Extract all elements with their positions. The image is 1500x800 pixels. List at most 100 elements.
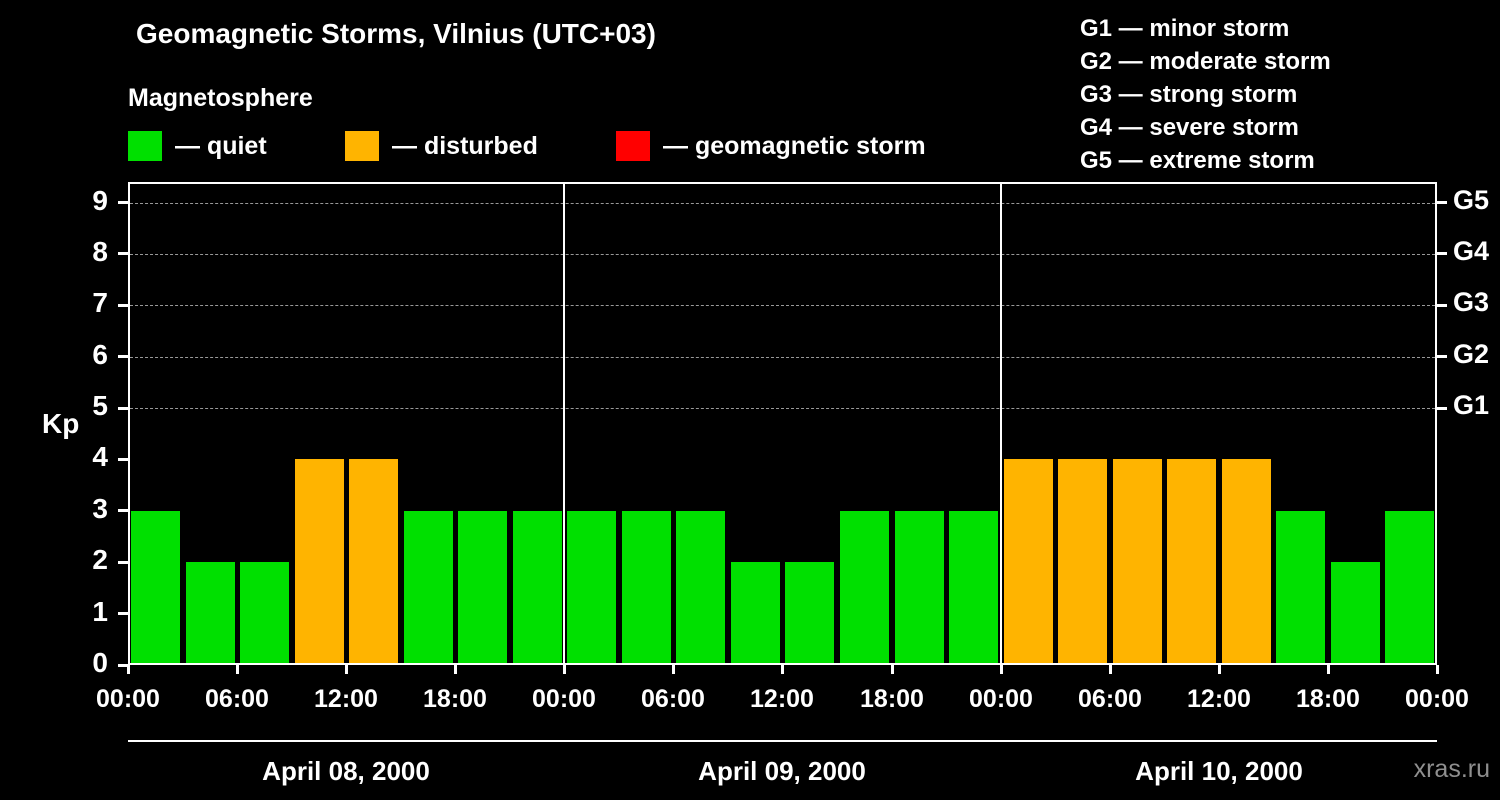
gridline bbox=[130, 305, 1435, 306]
legend-label-quiet: — quiet bbox=[175, 131, 267, 160]
kp-bar bbox=[295, 459, 344, 663]
y-axis-tick-label: 8 bbox=[92, 236, 108, 267]
x-axis-tick bbox=[672, 665, 675, 674]
y-axis-tick bbox=[118, 458, 128, 461]
day-separator bbox=[563, 182, 565, 665]
kp-bar bbox=[1385, 511, 1434, 663]
disturbed-swatch bbox=[345, 131, 379, 161]
x-axis-tick-label: 00:00 bbox=[96, 685, 160, 713]
kp-bar bbox=[949, 511, 998, 663]
chart-title: Geomagnetic Storms, Vilnius (UTC+03) bbox=[136, 18, 656, 49]
kp-bar bbox=[458, 511, 507, 663]
kp-bar bbox=[567, 511, 616, 663]
y-axis-tick-label: 7 bbox=[92, 287, 108, 318]
gridline bbox=[130, 357, 1435, 358]
kp-bar bbox=[1004, 459, 1053, 663]
kp-bar bbox=[1167, 459, 1216, 663]
y-axis-tick-label: 4 bbox=[92, 441, 108, 472]
x-axis-tick bbox=[563, 665, 566, 674]
x-axis-tick bbox=[1000, 665, 1003, 674]
y-axis-tick bbox=[118, 612, 128, 615]
x-axis-tick bbox=[1218, 665, 1221, 674]
kp-bar bbox=[676, 511, 725, 663]
x-axis-tick-label: 12:00 bbox=[1187, 685, 1251, 713]
storm-scale-g2: G2 — moderate storm bbox=[1080, 48, 1331, 75]
x-axis-tick bbox=[891, 665, 894, 674]
y-axis-tick-label: 9 bbox=[92, 185, 108, 216]
storm-scale-g1: G1 — minor storm bbox=[1080, 15, 1290, 42]
magnetosphere-subtitle: Magnetosphere bbox=[128, 84, 313, 112]
legend-label-geomagnetic-storm: — geomagnetic storm bbox=[663, 131, 926, 160]
gridline bbox=[130, 408, 1435, 409]
g-axis-tick-label: G2 bbox=[1453, 339, 1490, 369]
y-axis-tick bbox=[118, 252, 128, 255]
y-axis-tick bbox=[118, 664, 128, 667]
kp-bar bbox=[240, 562, 289, 663]
storm-scale-legend: G1 — minor storm G2 — moderate storm G3 … bbox=[1080, 12, 1331, 177]
g-axis-tick bbox=[1437, 355, 1447, 358]
legend-item-geomagnetic-storm: — geomagnetic storm bbox=[616, 130, 926, 162]
x-axis-tick-label: 18:00 bbox=[423, 685, 487, 713]
x-axis-tick bbox=[454, 665, 457, 674]
kp-bar bbox=[1058, 459, 1107, 663]
y-axis-tick bbox=[118, 201, 128, 204]
x-axis-tick bbox=[781, 665, 784, 674]
kp-bar bbox=[895, 511, 944, 663]
y-axis-tick bbox=[118, 509, 128, 512]
y-axis-title: Kp bbox=[42, 408, 80, 439]
y-axis-tick bbox=[118, 355, 128, 358]
y-axis-tick-label: 3 bbox=[92, 493, 108, 524]
x-axis-tick-label: 00:00 bbox=[1405, 685, 1469, 713]
storm-scale-g5: G5 — extreme storm bbox=[1080, 147, 1315, 174]
g-axis-tick-label: G5 bbox=[1453, 185, 1490, 215]
date-label: April 10, 2000 bbox=[1135, 756, 1303, 786]
y-axis-tick bbox=[118, 304, 128, 307]
kp-bar bbox=[731, 562, 780, 663]
kp-bar bbox=[1276, 511, 1325, 663]
plot-border bbox=[128, 182, 1437, 665]
date-label: April 09, 2000 bbox=[698, 756, 866, 786]
x-axis-tick-label: 06:00 bbox=[1078, 685, 1142, 713]
kp-bar bbox=[186, 562, 235, 663]
y-axis-tick-label: 6 bbox=[92, 339, 108, 370]
x-axis-tick-label: 12:00 bbox=[750, 685, 814, 713]
x-axis-tick-label: 06:00 bbox=[641, 685, 705, 713]
g-axis-tick-label: G1 bbox=[1453, 390, 1490, 420]
kp-bar bbox=[131, 511, 180, 663]
x-axis-tick-label: 12:00 bbox=[314, 685, 378, 713]
legend-item-quiet: — quiet bbox=[128, 130, 267, 162]
x-axis-tick bbox=[236, 665, 239, 674]
x-axis-tick-label: 18:00 bbox=[1296, 685, 1360, 713]
quiet-swatch bbox=[128, 131, 162, 161]
storm-scale-g3: G3 — strong storm bbox=[1080, 81, 1298, 108]
g-axis-tick bbox=[1437, 304, 1447, 307]
y-axis-tick-label: 2 bbox=[92, 544, 108, 575]
x-axis-tick bbox=[1436, 665, 1439, 674]
g-axis-tick-label: G4 bbox=[1453, 236, 1490, 266]
kp-bar bbox=[622, 511, 671, 663]
gridline bbox=[130, 254, 1435, 255]
x-axis-tick-label: 06:00 bbox=[205, 685, 269, 713]
watermark: xras.ru bbox=[1413, 755, 1490, 783]
x-axis-tick bbox=[127, 665, 130, 674]
y-axis-tick bbox=[118, 407, 128, 410]
x-axis-tick-label: 18:00 bbox=[860, 685, 924, 713]
legend-item-disturbed: — disturbed bbox=[345, 130, 538, 162]
legend-label-disturbed: — disturbed bbox=[392, 131, 538, 160]
x-axis-tick bbox=[1327, 665, 1330, 674]
y-axis-tick bbox=[118, 561, 128, 564]
storm-swatch bbox=[616, 131, 650, 161]
date-label: April 08, 2000 bbox=[262, 756, 430, 786]
kp-bar bbox=[404, 511, 453, 663]
kp-bar bbox=[785, 562, 834, 663]
kp-bar bbox=[1222, 459, 1271, 663]
kp-bar bbox=[840, 511, 889, 663]
x-axis-tick bbox=[1109, 665, 1112, 674]
kp-bar bbox=[349, 459, 398, 663]
gridline bbox=[130, 203, 1435, 204]
kp-bar bbox=[1331, 562, 1380, 663]
date-axis-line bbox=[128, 740, 1437, 742]
kp-bar bbox=[1113, 459, 1162, 663]
